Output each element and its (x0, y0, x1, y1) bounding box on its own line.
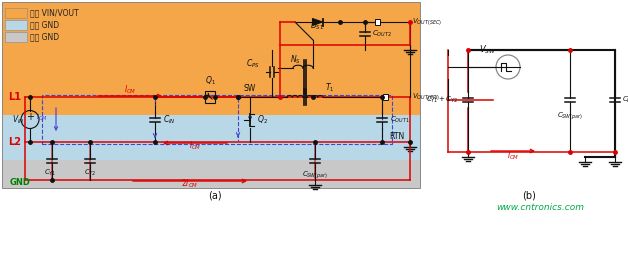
Text: $C_{OUT1}$: $C_{OUT1}$ (390, 114, 410, 125)
Bar (42, 95, 392, 144)
Text: L2: L2 (8, 137, 21, 147)
Text: www.cntronics.com: www.cntronics.com (496, 203, 584, 212)
Text: 电源 VIN/VOUT: 电源 VIN/VOUT (30, 9, 78, 17)
Bar (375, 19, 380, 25)
Text: $C_{Y1}+C_{Y2}$: $C_{Y1}+C_{Y2}$ (426, 95, 458, 105)
Text: $C_{OUT2}$: $C_{OUT2}$ (372, 28, 392, 38)
Bar (2, 160, 420, 188)
Text: $Q_2$: $Q_2$ (257, 113, 268, 126)
Bar (5, 8, 27, 18)
Bar (5, 32, 27, 42)
Text: $V_{OUT(PRI)}$: $V_{OUT(PRI)}$ (412, 92, 440, 102)
Text: $C_{SW(par)}$: $C_{SW(par)}$ (557, 110, 583, 121)
Text: 电源 GND: 电源 GND (30, 21, 59, 29)
Text: $I_{CM}$: $I_{CM}$ (124, 83, 136, 95)
Bar (383, 94, 388, 100)
Polygon shape (313, 18, 323, 25)
Text: $V_{SW}$: $V_{SW}$ (479, 44, 497, 56)
Text: $V_{IN}$: $V_{IN}$ (12, 113, 24, 126)
Bar (260, 2, 415, 45)
Bar (2, 115, 420, 160)
Bar (2, 2, 420, 115)
Text: $C_{Y1}$: $C_{Y1}$ (44, 168, 57, 178)
Text: $C_{PS}$: $C_{PS}$ (246, 58, 260, 70)
Text: $C_{IN}$: $C_{IN}$ (163, 113, 176, 126)
Text: $C_{SW(par)}$: $C_{SW(par)}$ (302, 170, 328, 180)
Text: SW: SW (243, 84, 255, 93)
Text: (b): (b) (522, 190, 536, 200)
Bar (205, 91, 215, 103)
Text: +: + (26, 112, 34, 121)
Text: L1: L1 (8, 92, 21, 102)
Text: $Q_1$: $Q_1$ (205, 75, 215, 87)
Text: 底盘 GND: 底盘 GND (30, 32, 59, 42)
Text: RTN: RTN (390, 132, 405, 141)
Text: $C_{Y2}$: $C_{Y2}$ (84, 168, 96, 178)
Text: $2I_{CM}$: $2I_{CM}$ (181, 177, 198, 190)
Text: (a): (a) (208, 190, 222, 200)
Text: $N_S$: $N_S$ (290, 53, 300, 66)
Text: $V_{OUT(SEC)}$: $V_{OUT(SEC)}$ (412, 17, 442, 27)
Text: $C_{PS}$: $C_{PS}$ (622, 95, 628, 105)
Text: $I_{CM}$: $I_{CM}$ (189, 139, 201, 152)
Bar (2, 2, 420, 188)
Text: GND: GND (10, 178, 31, 187)
Text: $I_{CM}$: $I_{CM}$ (507, 149, 519, 161)
Text: $I_{DM}$: $I_{DM}$ (36, 113, 48, 123)
Text: $D_{S1}$: $D_{S1}$ (310, 20, 325, 32)
Text: $T_1$: $T_1$ (325, 82, 335, 94)
Bar (5, 20, 27, 30)
